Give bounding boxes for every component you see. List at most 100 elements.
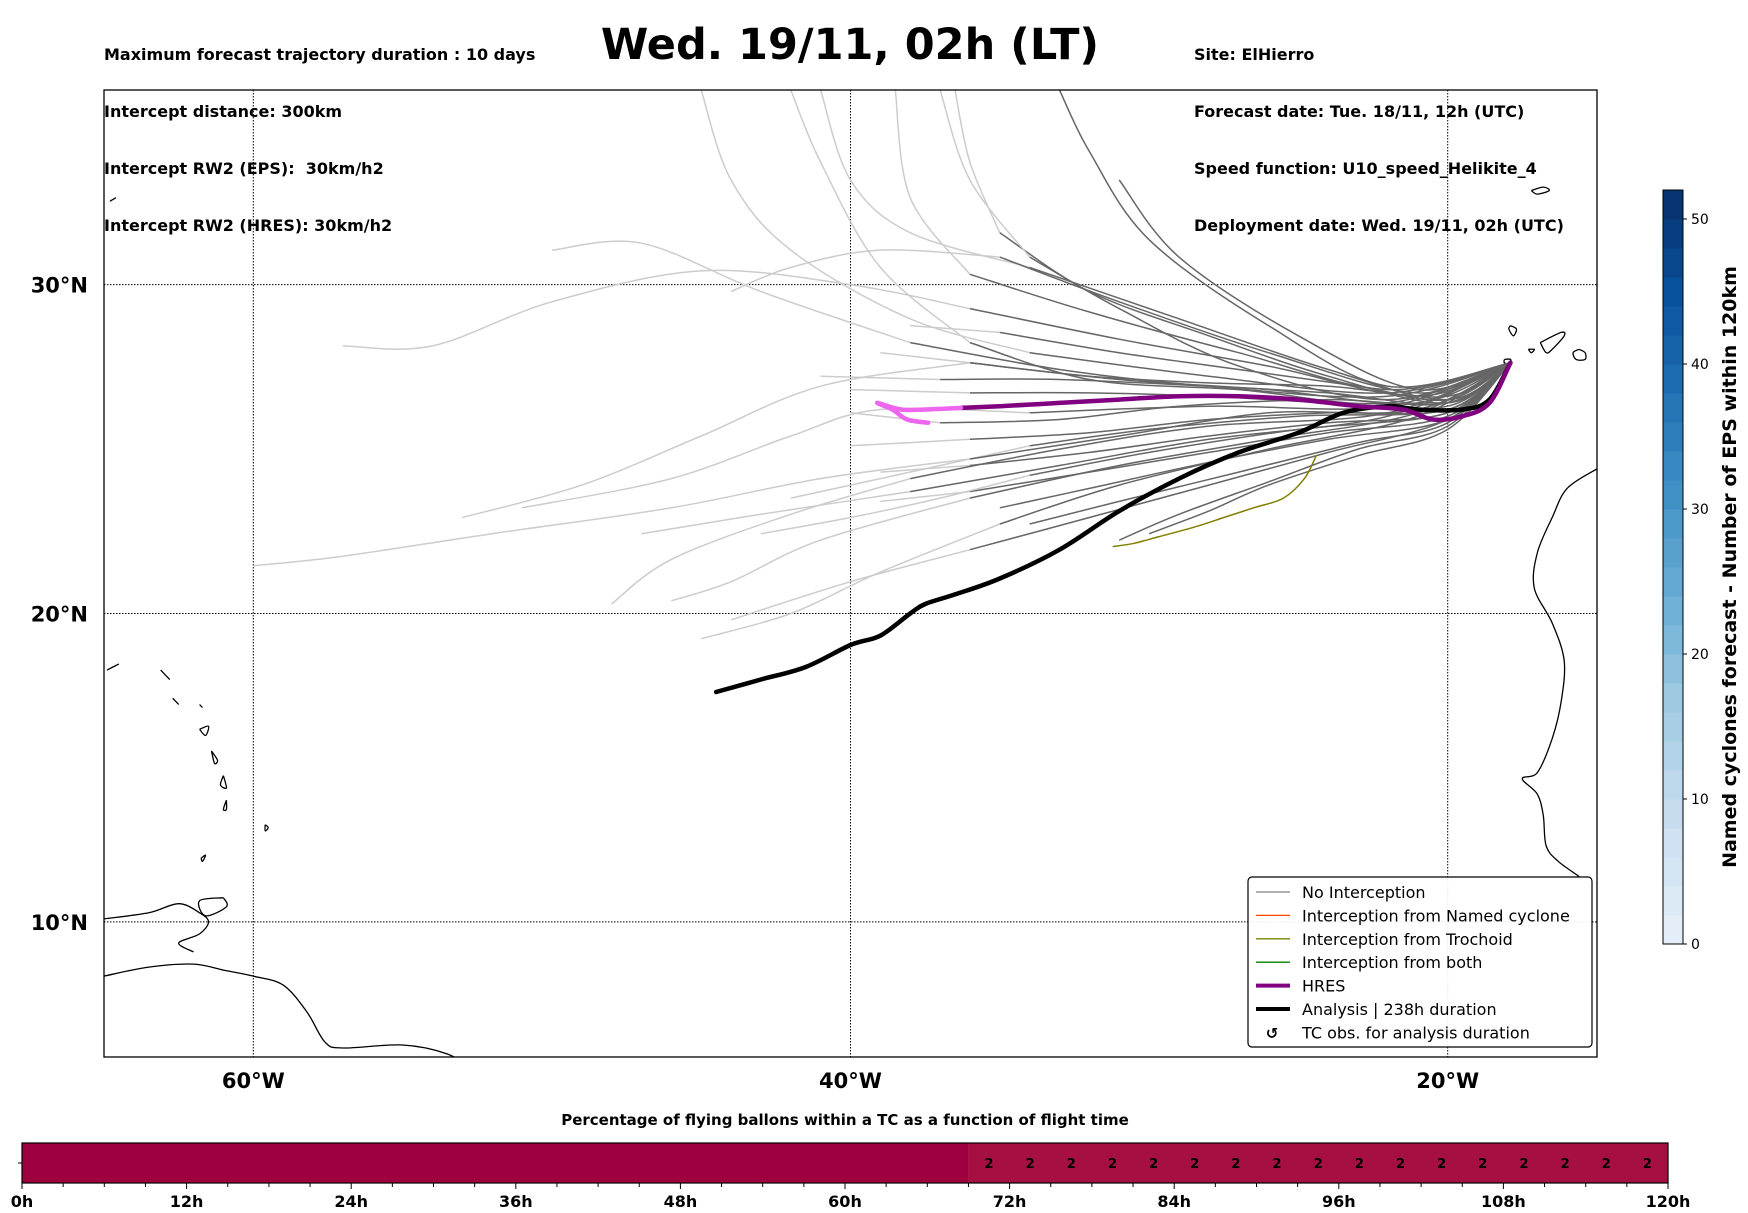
ensemble-member-far bbox=[819, 90, 1030, 269]
ensemble-member-near bbox=[1029, 256, 1511, 401]
colorbar-step bbox=[1663, 625, 1683, 655]
lon-tick-label: 40°W bbox=[819, 1069, 882, 1093]
bar-cell-value: 2 bbox=[1643, 1157, 1652, 1172]
graticule bbox=[104, 90, 1597, 1057]
bar-segment bbox=[968, 1143, 1668, 1183]
bar-x-tick-label: 0h bbox=[11, 1192, 34, 1211]
intercept-rw2-hres-text: Intercept RW2 (HRES): 30km/h2 bbox=[104, 216, 393, 235]
bar-x-tick-label: 12h bbox=[170, 1192, 204, 1211]
main-title: Wed. 19/11, 02h (LT) bbox=[0, 20, 1700, 70]
bar-cell-value: 2 bbox=[1231, 1157, 1240, 1172]
coastline-caribbean bbox=[104, 963, 456, 1057]
coastline-bermuda bbox=[109, 197, 117, 202]
colorbar-tick-label: 20 bbox=[1691, 647, 1709, 663]
map-frame bbox=[103, 89, 1598, 1058]
colorbar-step bbox=[1663, 770, 1683, 800]
bar-x-tick-label: 120h bbox=[1646, 1192, 1691, 1211]
coastline-gran-canaria bbox=[1572, 348, 1587, 361]
ensemble-member-far bbox=[939, 90, 1031, 258]
ensemble-member-far bbox=[700, 523, 1001, 640]
bar-cell-value: 2 bbox=[1519, 1157, 1528, 1172]
ensemble-member-far bbox=[730, 548, 971, 621]
colorbar-step bbox=[1663, 422, 1683, 452]
ensemble-member-near bbox=[1029, 351, 1511, 394]
map-panel: 60°W 40°W 20°W 30°N 20°N 10°N No Interception… bbox=[31, 89, 1598, 1093]
bar-cell-value: 2 bbox=[1396, 1157, 1405, 1172]
ensemble-member-far bbox=[462, 362, 971, 519]
colorbar-step bbox=[1663, 828, 1683, 858]
bar-cell-value: 2 bbox=[1273, 1157, 1282, 1172]
coastline-caribbean bbox=[106, 663, 120, 671]
ensemble-trajectories bbox=[253, 90, 1511, 640]
coastline-caribbean bbox=[160, 669, 171, 680]
colorbar-step bbox=[1663, 451, 1683, 481]
ensemble-member-near bbox=[1058, 90, 1511, 388]
lon-tick-label: 20°W bbox=[1416, 1069, 1479, 1093]
ensemble-member-near bbox=[910, 341, 1511, 398]
map-axis-labels: 60°W 40°W 20°W 30°N 20°N 10°N bbox=[31, 274, 1479, 1093]
coastlines bbox=[104, 186, 1597, 1057]
bar-x-tick-label: 36h bbox=[499, 1192, 533, 1211]
legend-box bbox=[1247, 876, 1593, 1048]
coastline-caribbean bbox=[200, 854, 207, 862]
colorbar-step bbox=[1663, 509, 1683, 539]
colorbar-tick-label: 50 bbox=[1691, 212, 1709, 228]
ensemble-member-far bbox=[611, 477, 911, 605]
bar-cell-value: 2 bbox=[1108, 1157, 1117, 1172]
ensemble-member-far bbox=[880, 351, 970, 364]
colorbar-step bbox=[1663, 567, 1683, 597]
lat-tick-label: 30°N bbox=[31, 274, 88, 298]
coastline-africa bbox=[1521, 468, 1597, 878]
colorbar-step bbox=[1663, 538, 1683, 568]
bar-cell-value: 2 bbox=[1067, 1157, 1076, 1172]
intercept-rw2-eps-text: Intercept RW2 (EPS): 30km/h2 bbox=[104, 159, 384, 178]
site-text: Site: ElHierro bbox=[1194, 45, 1315, 64]
highlighted-trajectories bbox=[713, 360, 1513, 695]
ensemble-member-far bbox=[894, 90, 971, 275]
ensemble-member-near bbox=[1029, 266, 1511, 401]
coastline-gomera bbox=[1527, 348, 1535, 354]
bar-cell-value: 2 bbox=[1149, 1157, 1158, 1172]
bar-x-tick-label: 72h bbox=[993, 1192, 1027, 1211]
ensemble-member-far bbox=[790, 90, 971, 344]
coastline-caribbean bbox=[172, 697, 180, 705]
coastline-caribbean bbox=[199, 704, 203, 709]
coastline-la-palma bbox=[1508, 325, 1518, 337]
bar-cell-value: 2 bbox=[1190, 1157, 1199, 1172]
colorbar-step bbox=[1663, 277, 1683, 307]
colorbar-step bbox=[1663, 219, 1683, 249]
legend-label: TC obs. for analysis duration bbox=[1301, 1023, 1530, 1042]
legend-label: Interception from Named cyclone bbox=[1302, 906, 1570, 925]
trajectory-trochoid-interception bbox=[1112, 454, 1318, 548]
colorbar-frame bbox=[1662, 189, 1684, 945]
coastline-caribbean bbox=[219, 775, 228, 790]
colorbar-step bbox=[1663, 741, 1683, 771]
ensemble-member-far bbox=[700, 90, 1030, 354]
ensemble-member-near bbox=[999, 362, 1511, 525]
ensemble-member-far bbox=[760, 474, 1030, 535]
ensemble-member-far bbox=[641, 490, 911, 535]
colorbar-step bbox=[1663, 654, 1683, 684]
colorbar-step bbox=[1663, 306, 1683, 336]
header-info-left: Maximum forecast trajectory duration : 1… bbox=[104, 7, 535, 254]
bar-x-tick-label: 96h bbox=[1322, 1192, 1356, 1211]
bar-x-tick-label: 60h bbox=[828, 1192, 862, 1211]
bar-x-tick-label: 108h bbox=[1481, 1192, 1526, 1211]
colorbar-tick-label: 0 bbox=[1691, 937, 1700, 953]
legend-label: HRES bbox=[1302, 977, 1345, 996]
colorbar-step bbox=[1663, 480, 1683, 510]
colorbar-step bbox=[1663, 335, 1683, 365]
colorbar-tick-label: 30 bbox=[1691, 502, 1709, 518]
legend-label: No Interception bbox=[1302, 883, 1426, 902]
bar-cell-value: 2 bbox=[1026, 1157, 1035, 1172]
colorbar-step bbox=[1663, 596, 1683, 626]
ensemble-member-near bbox=[910, 362, 1511, 480]
ensemble-member-near bbox=[1029, 362, 1511, 447]
colorbar-step bbox=[1663, 393, 1683, 423]
map-legend: No Interception Interception from Named c… bbox=[1247, 876, 1593, 1048]
colorbar-title: Named cyclones forecast - Number of EPS … bbox=[1719, 266, 1741, 868]
legend-label: Interception from Trochoid bbox=[1302, 930, 1513, 949]
colorbar-step bbox=[1663, 364, 1683, 394]
deployment-date-text: Deployment date: Wed. 19/11, 02h (UTC) bbox=[1194, 216, 1564, 235]
